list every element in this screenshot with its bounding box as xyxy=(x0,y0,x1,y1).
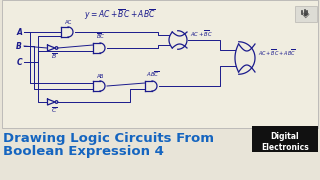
Text: $AC+\overline{B}C+AB\overline{C}$: $AC+\overline{B}C+AB\overline{C}$ xyxy=(258,48,296,58)
Text: B: B xyxy=(16,42,22,51)
Text: $AC+\overline{B}C$: $AC+\overline{B}C$ xyxy=(190,29,213,39)
Text: ◈: ◈ xyxy=(302,9,310,19)
Text: AB: AB xyxy=(97,74,105,79)
Text: $\overline{B}$: $\overline{B}$ xyxy=(51,52,57,61)
Text: $\overline{C}$: $\overline{C}$ xyxy=(51,106,57,115)
Text: $y= AC + \overline{B}C + AB\overline{C}$: $y= AC + \overline{B}C + AB\overline{C}$ xyxy=(84,7,156,22)
Text: $\overline{B}C$: $\overline{B}C$ xyxy=(96,32,106,41)
Text: $AB\overline{C}$: $AB\overline{C}$ xyxy=(146,70,160,79)
FancyBboxPatch shape xyxy=(295,6,317,22)
Text: Digital: Digital xyxy=(271,132,299,141)
FancyBboxPatch shape xyxy=(2,0,318,128)
Text: Drawing Logic Circuits From: Drawing Logic Circuits From xyxy=(3,132,214,145)
Text: Boolean Expression 4: Boolean Expression 4 xyxy=(3,145,164,158)
Text: A: A xyxy=(16,28,22,37)
Text: Electronics: Electronics xyxy=(261,143,309,152)
Text: AC: AC xyxy=(65,20,73,25)
FancyBboxPatch shape xyxy=(252,126,318,152)
Text: C: C xyxy=(16,57,22,66)
